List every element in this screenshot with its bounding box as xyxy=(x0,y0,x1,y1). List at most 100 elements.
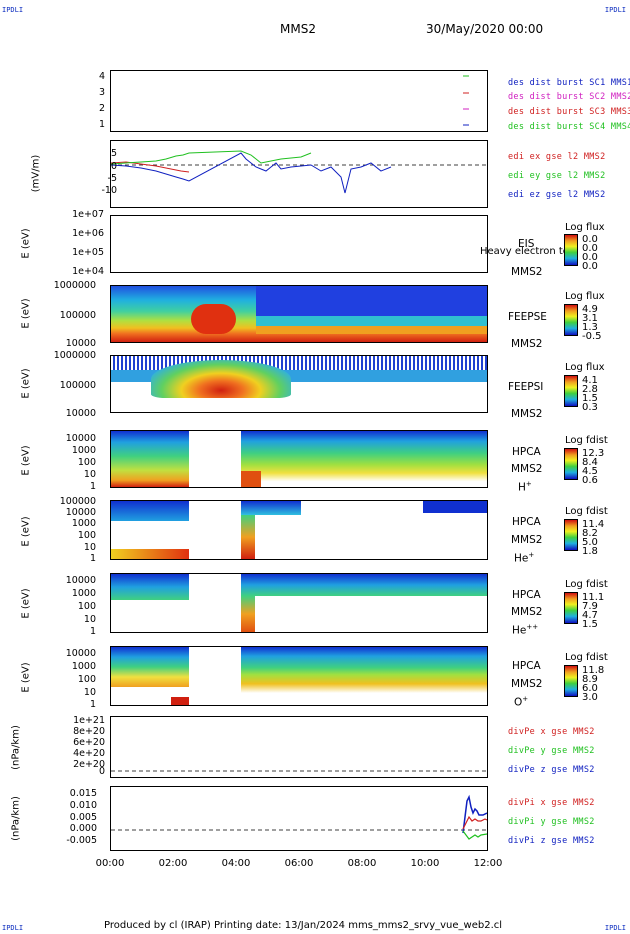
p4-cbar-val: 3.1 xyxy=(582,313,598,324)
x-tick: 12:00 xyxy=(473,858,503,869)
p7-cbar-val: 5.0 xyxy=(582,537,598,548)
p8-sc: MMS2 xyxy=(511,606,543,618)
hpca-he1-low xyxy=(111,549,189,559)
p7-ytick: 10 xyxy=(83,542,96,553)
hpca-o-low xyxy=(171,697,189,705)
p1-ytick: 3 xyxy=(98,87,105,98)
p5-colorbar xyxy=(564,375,578,407)
divpi-x-trace xyxy=(462,815,487,830)
p7-ytick: 1000 xyxy=(71,518,96,529)
p5-cbar-val: 2.8 xyxy=(582,384,598,395)
x-tick: 02:00 xyxy=(158,858,188,869)
p2-legend-ez: edi ez gse l2 MMS2 xyxy=(508,190,606,200)
p7-colorbar xyxy=(564,519,578,551)
p9-cbar-title: Log fdist xyxy=(565,652,608,663)
p7-ytick: 10000 xyxy=(65,507,96,518)
p6-ytick: 10 xyxy=(83,469,96,480)
panel-edi-efield xyxy=(110,140,488,208)
p3-cbar-title: Log flux xyxy=(565,222,605,233)
p1-legend-sc2: des dist burst SC2 MMS2 xyxy=(508,92,630,102)
p3-colorbar xyxy=(564,234,578,266)
p5-instrument: FEEPSI xyxy=(508,381,544,393)
p11-ytick: -0.005 xyxy=(66,835,97,846)
p8-cbar-val: 11.1 xyxy=(582,592,605,603)
p4-sc: MMS2 xyxy=(511,338,543,350)
hpca-he1-spike xyxy=(241,515,255,559)
p3-ytick: 1e+05 xyxy=(72,247,104,258)
p9-ytick: 1000 xyxy=(71,661,96,672)
feepse-mid-band xyxy=(256,316,487,326)
p1-legend-sc4: des dist burst SC4 MMS4 xyxy=(508,122,630,132)
p10-ylabel: (nPa/km) xyxy=(10,725,22,770)
p3-subtitle: Heavy electron to xyxy=(480,246,569,257)
hpca-h-block1 xyxy=(111,431,189,487)
p8-cbar-val: 4.7 xyxy=(582,610,598,621)
p9-cbar-val: 6.0 xyxy=(582,683,598,694)
divpe-plot xyxy=(111,770,487,772)
p7-ylabel: E (eV) xyxy=(20,516,32,547)
p4-cbar-title: Log flux xyxy=(565,291,605,302)
p3-ytick: 1e+04 xyxy=(72,266,104,277)
x-tick: 08:00 xyxy=(347,858,377,869)
p6-colorbar xyxy=(564,448,578,480)
p6-ytick: 1000 xyxy=(71,445,96,456)
corner-label-br: IPDLI xyxy=(604,924,626,932)
p11-legend-y: divPi y gse MMS2 xyxy=(508,817,595,827)
p2-legend-ex: edi ex gse l2 MMS2 xyxy=(508,152,606,162)
p11-legend-x: divPi x gse MMS2 xyxy=(508,798,595,808)
divpi-y-trace xyxy=(462,830,487,840)
p2-ylabel: (mV/m) xyxy=(30,154,42,193)
p7-cbar-val: 8.2 xyxy=(582,528,598,539)
feepse-peak xyxy=(191,304,236,334)
p7-ytick: 100000 xyxy=(59,496,96,507)
p4-ytick: 10000 xyxy=(65,338,96,349)
p7-ytick: 1 xyxy=(89,553,96,564)
p8-cbar-val: 7.9 xyxy=(582,601,598,612)
p7-cbar-title: Log fdist xyxy=(565,506,608,517)
p3-ytick: 1e+06 xyxy=(72,228,104,239)
p3-instrument: EIS xyxy=(518,238,535,250)
p8-cbar-val: 1.5 xyxy=(582,619,598,630)
p2-ytick: 0 xyxy=(110,161,117,172)
p9-species: O+ xyxy=(514,695,529,709)
p9-instrument: HPCA xyxy=(512,660,541,672)
p9-ytick: 100 xyxy=(77,674,96,685)
p2-ytick: -5 xyxy=(107,173,117,184)
p8-colorbar xyxy=(564,592,578,624)
corner-label-tr: IPDLI xyxy=(604,6,626,14)
p8-ylabel: E (eV) xyxy=(20,588,32,619)
p7-cbar-val: 11.4 xyxy=(582,519,605,530)
p4-cbar-val: 1.3 xyxy=(582,322,598,333)
p8-ytick: 10000 xyxy=(65,575,96,586)
p4-cbar-val: -0.5 xyxy=(582,331,602,342)
p5-cbar-val: 0.3 xyxy=(582,402,598,413)
p7-ytick: 100 xyxy=(77,530,96,541)
p7-cbar-val: 1.8 xyxy=(582,546,598,557)
p9-ytick: 1 xyxy=(89,699,96,710)
p6-cbar-val: 4.5 xyxy=(582,466,598,477)
p9-cbar-val: 3.0 xyxy=(582,692,598,703)
p4-ytick: 100000 xyxy=(59,310,96,321)
panel-feepsi xyxy=(110,355,488,413)
hpca-he1-block3 xyxy=(423,501,487,513)
corner-label-bl: IPDLI xyxy=(2,924,24,932)
x-tick: 00:00 xyxy=(95,858,125,869)
p11-ylabel: (nPa/km) xyxy=(10,796,22,841)
p3-ylabel: E (eV) xyxy=(20,228,32,259)
p9-cbar-val: 8.9 xyxy=(582,674,598,685)
p8-species: He++ xyxy=(512,623,539,637)
p3-cbar-val: 0.0 xyxy=(582,252,598,263)
p4-ytick: 1000000 xyxy=(53,280,96,291)
p5-cbar-val: 4.1 xyxy=(582,375,598,386)
p11-ytick: 0.015 xyxy=(69,788,97,799)
p9-sc: MMS2 xyxy=(511,678,543,690)
mission-title: MMS2 xyxy=(280,22,316,36)
p10-ytick: 0 xyxy=(98,766,105,777)
p8-ytick: 1000 xyxy=(71,588,96,599)
hpca-h-block2 xyxy=(241,431,487,487)
p6-sc: MMS2 xyxy=(511,463,543,475)
divpi-plot xyxy=(111,794,487,840)
p5-ytick: 100000 xyxy=(59,380,96,391)
p5-ytick: 10000 xyxy=(65,408,96,419)
hpca-he1-block2 xyxy=(241,501,301,515)
